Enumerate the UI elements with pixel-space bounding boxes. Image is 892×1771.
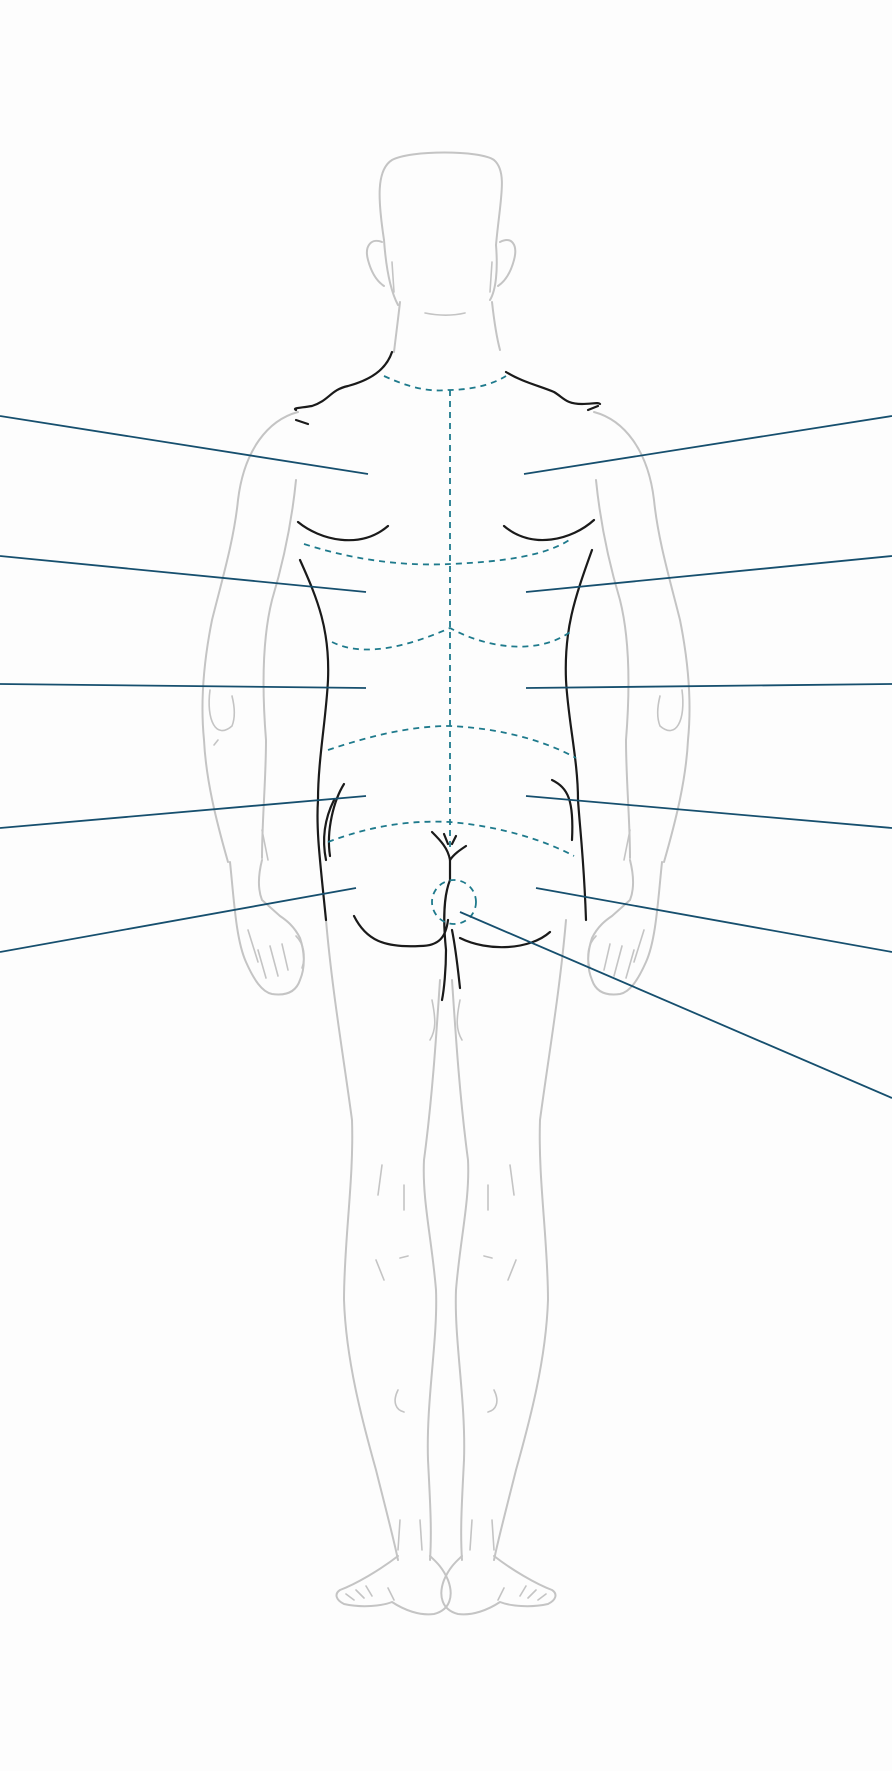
region-boundaries	[303, 375, 577, 925]
left-hip-crease	[327, 782, 346, 858]
left-hip-inner	[323, 798, 336, 862]
leader-line-left-sacral	[0, 887, 357, 953]
right-flank	[564, 548, 594, 922]
left-knee-detail	[375, 1164, 409, 1281]
right-ankle-detail	[469, 1519, 495, 1551]
right-elbow-detail	[656, 689, 684, 732]
left-fingers	[247, 929, 289, 979]
neck-right	[491, 301, 501, 351]
right-shoulder-tip	[586, 404, 600, 412]
leader-line-left-lumbar-upper	[0, 683, 367, 689]
leader-lines	[0, 415, 892, 1099]
right-foot	[440, 1555, 557, 1616]
thigh-line-right	[456, 999, 463, 1041]
leader-line-coccygeal	[459, 911, 892, 1099]
head-left-side	[383, 239, 399, 306]
leader-line-right-lumbar	[525, 795, 892, 829]
leader-line-right-sacral	[535, 887, 892, 953]
head-outline	[378, 151, 503, 301]
left-buttock	[352, 914, 450, 948]
right-fingers	[603, 929, 645, 979]
left-foot	[335, 1555, 452, 1616]
left-hand	[229, 859, 305, 996]
right-toes	[497, 1585, 547, 1601]
right-calf-detail	[487, 1389, 498, 1413]
right-hand	[587, 859, 663, 996]
right-shoulder-contour	[504, 370, 602, 406]
leader-line-right-infrascapular	[525, 555, 892, 593]
left-scapula-arc	[296, 520, 390, 542]
right-leg-inner	[451, 979, 470, 1561]
ear-detail-right	[489, 261, 493, 293]
left-shoulder-contour	[293, 350, 394, 412]
gluteal-cleft	[440, 858, 462, 1002]
left-arm-outer	[201, 411, 299, 863]
right-arm-inner	[595, 479, 631, 859]
left-ear	[366, 240, 385, 287]
left-leg-inner	[422, 979, 441, 1561]
right-forearm-line	[623, 829, 631, 861]
sacral-y-small	[442, 832, 458, 846]
lumbar-upper-boundary	[327, 725, 577, 759]
left-thumb	[295, 935, 305, 969]
sacral-y-right	[448, 844, 468, 862]
left-elbow-detail	[208, 689, 236, 732]
left-ankle-detail	[397, 1519, 423, 1551]
left-leg-outer	[325, 919, 399, 1561]
leader-line-left-scapular	[0, 415, 369, 475]
right-leg-outer	[493, 919, 567, 1561]
left-calf-detail	[394, 1389, 405, 1413]
right-thumb	[587, 935, 597, 969]
scapular-boundary	[303, 537, 573, 566]
leader-line-right-lumbar-upper	[525, 683, 892, 689]
leader-line-left-lumbar	[0, 795, 367, 829]
left-forearm-line	[261, 829, 269, 861]
sacral-y-left	[430, 830, 452, 862]
neck-boundary	[383, 375, 507, 392]
leader-line-right-scapular	[523, 415, 892, 475]
body-outline	[201, 151, 691, 1616]
infrascapular-boundary	[331, 626, 571, 651]
right-ear	[497, 239, 517, 287]
left-flank	[298, 558, 330, 922]
thigh-line-left	[429, 999, 436, 1041]
torso-contours	[293, 350, 602, 1002]
left-arm-inner	[261, 479, 297, 859]
right-arm-outer	[593, 411, 691, 863]
ear-detail-left	[391, 261, 395, 293]
right-hip-crease	[550, 778, 574, 842]
left-shoulder-tip	[294, 418, 310, 426]
leader-line-left-infrascapular	[0, 555, 367, 593]
neck-crease	[424, 312, 466, 317]
right-knee-detail	[483, 1164, 517, 1281]
left-elbow-line	[213, 739, 219, 746]
right-buttock	[458, 930, 552, 949]
lumbar-lower-boundary	[327, 820, 575, 857]
right-scapula-arc	[502, 518, 596, 542]
coccygeal-region	[431, 879, 477, 925]
left-toes	[345, 1585, 395, 1601]
neck-left	[393, 301, 401, 353]
